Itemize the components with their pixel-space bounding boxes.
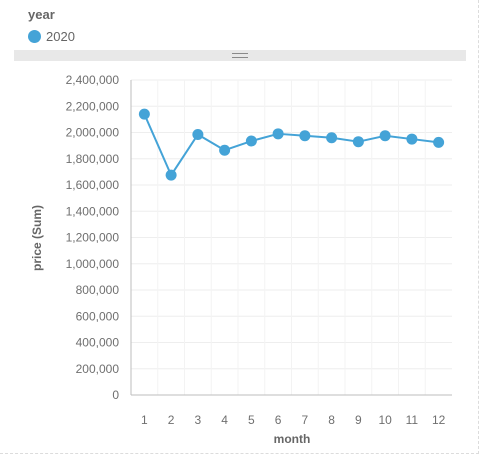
axes (130, 80, 452, 396)
y-tick-label: 800,000 (76, 283, 120, 297)
data-point[interactable] (272, 128, 284, 140)
data-point[interactable] (406, 133, 418, 145)
data-point[interactable] (245, 135, 257, 147)
data-point[interactable] (219, 144, 231, 156)
y-tick-labels: 0 200,000 400,000 600,000 800,000 1,000,000 1,… (66, 73, 120, 402)
x-tick-label: 3 (195, 413, 202, 427)
legend-swatch (28, 29, 41, 43)
y-tick-label: 400,000 (76, 336, 120, 350)
x-tick-label: 11 (406, 413, 419, 427)
x-tick-label: 12 (432, 413, 446, 427)
y-tick-label: 1,000,000 (66, 257, 120, 271)
x-tick-labels: 1 2 3 4 5 6 7 8 9 10 11 12 (141, 413, 446, 427)
x-axis-title: month (274, 432, 311, 446)
legend-item-2020[interactable]: 2020 (28, 28, 75, 44)
data-point[interactable] (352, 136, 364, 148)
series-2020 (138, 108, 445, 181)
x-tick-label: 10 (378, 413, 392, 427)
x-tick-label: 8 (328, 413, 335, 427)
data-point[interactable] (138, 108, 150, 120)
x-tick-label: 5 (248, 413, 255, 427)
y-tick-label: 0 (112, 388, 119, 402)
x-tick-label: 9 (355, 413, 362, 427)
y-tick-label: 2,200,000 (66, 99, 120, 113)
data-point[interactable] (192, 128, 204, 140)
legend-label: 2020 (46, 28, 75, 44)
y-tick-label: 1,400,000 (66, 204, 120, 218)
y-tick-label: 600,000 (76, 309, 120, 323)
y-axis-title: price (Sum) (30, 205, 44, 271)
data-point[interactable] (299, 130, 311, 142)
x-tick-label: 4 (221, 413, 228, 427)
y-tick-label: 2,400,000 (66, 73, 120, 87)
grid (131, 79, 452, 395)
x-tick-label: 7 (302, 413, 309, 427)
data-point[interactable] (326, 132, 338, 144)
data-point[interactable] (433, 136, 445, 148)
legend-title: year (28, 7, 55, 22)
x-tick-label: 1 (141, 413, 148, 427)
data-point[interactable] (379, 130, 391, 142)
y-tick-label: 1,200,000 (66, 231, 120, 245)
legend-resize-bar[interactable] (14, 50, 466, 61)
y-tick-label: 1,600,000 (66, 178, 120, 192)
data-point[interactable] (165, 169, 177, 181)
drag-handle-icon[interactable] (232, 53, 248, 58)
y-tick-label: 2,000,000 (66, 126, 120, 140)
x-tick-label: 6 (275, 413, 282, 427)
y-tick-label: 200,000 (76, 362, 120, 376)
y-tick-label: 1,800,000 (66, 152, 120, 166)
x-tick-label: 2 (168, 413, 175, 427)
